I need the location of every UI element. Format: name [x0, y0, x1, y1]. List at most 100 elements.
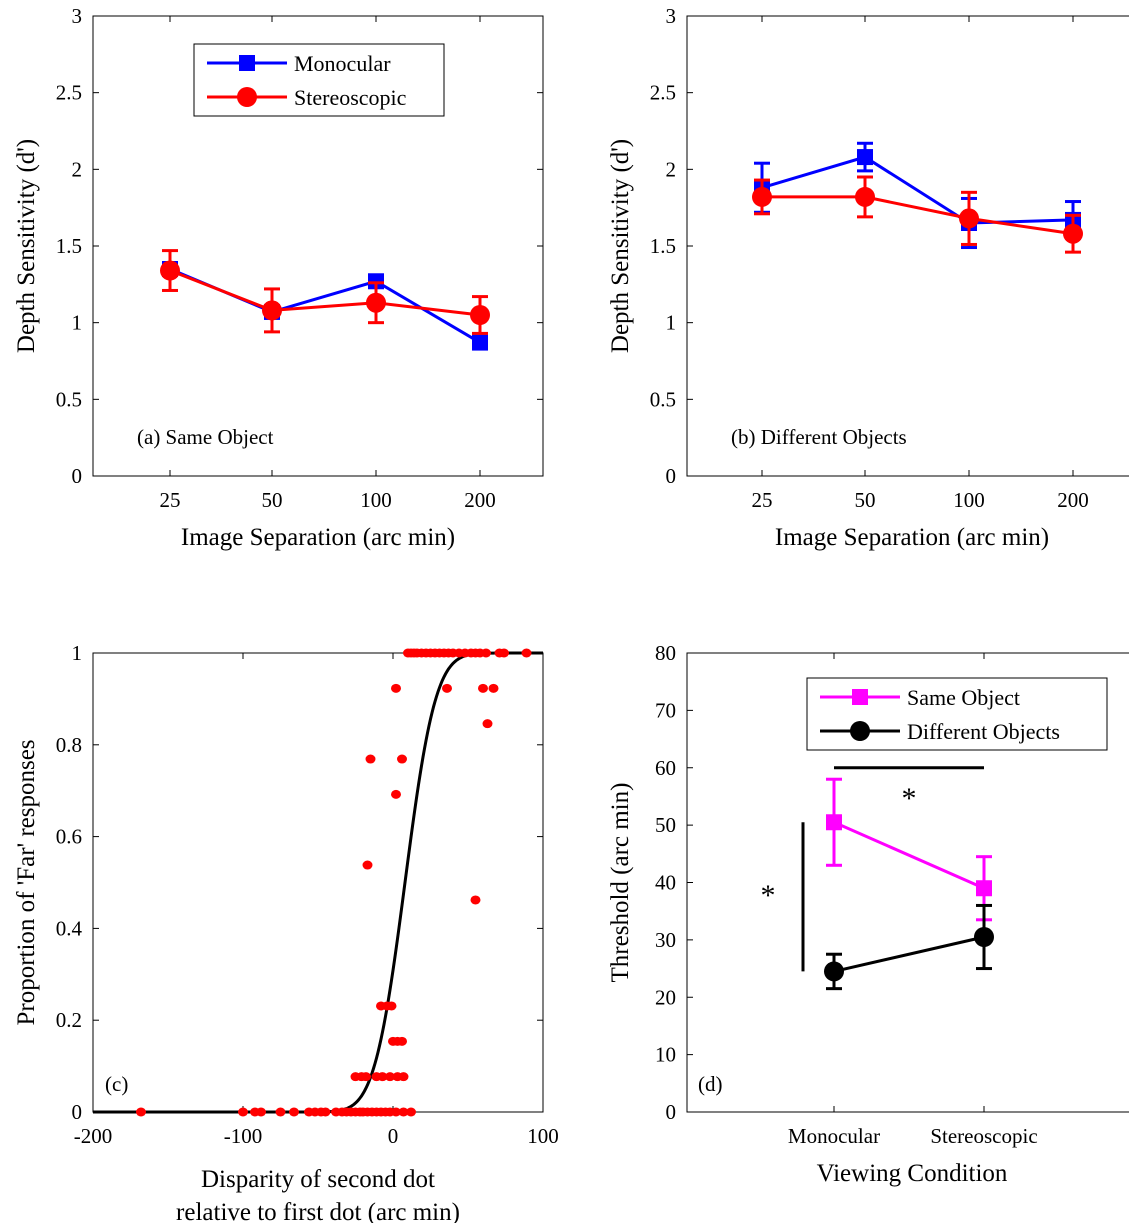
- panel-label: (b) Different Objects: [731, 425, 907, 449]
- data-point: [275, 1107, 286, 1117]
- y-tick-label: 2.5: [56, 81, 82, 105]
- chart-a: 0 0.5 1 1.5 2 2.5 3 25 50 100 200 Image Separation …: [13, 4, 544, 551]
- legend-box: [193, 43, 445, 117]
- data-point: [752, 186, 772, 207]
- significance-star: *: [902, 782, 917, 815]
- chart-c: 0 0.2 0.4 0.6 0.8 1 -200 -100 0 100 Disparity of s…: [13, 641, 559, 1223]
- data-point: [488, 683, 499, 693]
- x-tick-label: 25: [752, 488, 773, 512]
- series-monocular: [754, 141, 1081, 250]
- x-tick-label: Stereoscopic: [930, 1124, 1037, 1148]
- data-point: [362, 860, 373, 870]
- legend-marker: [852, 689, 868, 705]
- data-point: [365, 754, 376, 764]
- y-tick-label: 0.8: [56, 733, 82, 757]
- fit-curve: [93, 651, 543, 1114]
- x-axis-label: Image Separation (arc min): [775, 524, 1049, 551]
- x-tick-label: 25: [160, 488, 181, 512]
- legend-label: Different Objects: [907, 719, 1060, 744]
- data-point: [470, 895, 481, 905]
- panel-label: (c): [105, 1072, 128, 1096]
- y-axis-label: Threshold (arc min): [607, 783, 634, 983]
- series-different-objects: [824, 903, 994, 991]
- y-tick-label: 0: [666, 464, 677, 488]
- y-tick-label: 0: [72, 464, 83, 488]
- data-point: [472, 334, 488, 351]
- x-tick-label: 50: [855, 488, 876, 512]
- series-stereoscopic: [160, 249, 490, 335]
- data-point: [398, 1072, 409, 1082]
- data-point: [521, 648, 532, 658]
- data-point: [361, 1072, 371, 1082]
- panel-label: (d): [698, 1072, 723, 1096]
- x-tick-label: Monocular: [788, 1124, 880, 1148]
- x-tick-label: 100: [527, 1124, 559, 1148]
- legend-label: Monocular: [294, 51, 391, 76]
- data-point: [1063, 223, 1083, 244]
- y-tick-label: 1.5: [56, 234, 82, 258]
- data-points: [136, 648, 532, 1117]
- data-point: [397, 754, 407, 764]
- y-tick-label: 1: [72, 311, 83, 335]
- data-point: [397, 1036, 407, 1046]
- significance-star: *: [761, 879, 776, 912]
- data-point: [442, 683, 452, 693]
- legend-label: Same Object: [907, 685, 1020, 710]
- series-line: [761, 155, 1074, 225]
- data-point: [391, 789, 401, 799]
- chart-b: 0 0.5 1 1.5 2 2.5 3 25 50 100 200 Image Separation …: [607, 4, 1129, 551]
- x-axis-label: relative to first dot (arc min): [176, 1199, 460, 1223]
- y-tick-label: 2: [72, 157, 83, 181]
- data-point: [499, 648, 509, 658]
- series-line: [833, 820, 985, 890]
- y-tick-label: 3: [72, 4, 83, 28]
- x-axis-label: Disparity of second dot: [201, 1166, 435, 1193]
- x-axis-label: Viewing Condition: [817, 1160, 1008, 1187]
- x-tick-label: 100: [953, 488, 985, 512]
- y-tick-label: 0.6: [56, 825, 82, 849]
- series-stereoscopic: [752, 175, 1083, 254]
- y-tick-label: 0.5: [650, 387, 676, 411]
- data-point: [391, 683, 401, 693]
- data-point: [398, 1107, 409, 1117]
- x-tick-label: 200: [1057, 488, 1089, 512]
- y-tick-label: 0: [666, 1100, 677, 1124]
- y-tick-label: 2: [666, 157, 677, 181]
- legend-label: Stereoscopic: [294, 85, 407, 110]
- series-line: [169, 269, 481, 317]
- y-tick-label: 1: [666, 311, 677, 335]
- data-point: [824, 961, 844, 982]
- y-axis-label: Proportion of 'Far' responses: [13, 739, 40, 1025]
- data-point: [368, 273, 384, 290]
- data-point: [857, 149, 873, 166]
- x-axis-label: Image Separation (arc min): [181, 524, 455, 551]
- data-point: [238, 1107, 248, 1117]
- y-axis-label: Depth Sensitivity (d'): [13, 139, 40, 353]
- data-point: [974, 927, 994, 948]
- x-tick-label: -200: [74, 1124, 113, 1148]
- legend-marker: [239, 55, 255, 71]
- chart-d: 0 10 20 30 40 50 60 70 80 Monocular Stereoscopic Vi…: [607, 641, 1129, 1187]
- data-point: [406, 1107, 416, 1117]
- data-point: [478, 683, 488, 693]
- data-point: [959, 208, 979, 229]
- y-tick-label: 0.4: [56, 916, 83, 940]
- x-tick-label: -100: [224, 1124, 263, 1148]
- legend-marker: [237, 87, 257, 107]
- legend-marker: [850, 721, 870, 741]
- x-tick-label: 0: [388, 1124, 399, 1148]
- data-point: [481, 648, 491, 658]
- data-point: [386, 1001, 397, 1011]
- y-tick-label: 50: [655, 813, 676, 837]
- legend: Same Object Different Objects: [806, 677, 1108, 751]
- y-tick-label: 0: [72, 1100, 83, 1124]
- data-point: [320, 1107, 331, 1117]
- data-point: [482, 719, 493, 729]
- data-point: [136, 1107, 146, 1117]
- y-tick-label: 40: [655, 871, 676, 895]
- y-tick-label: 20: [655, 985, 676, 1009]
- series-line: [762, 195, 1074, 236]
- y-tick-label: 1.5: [650, 234, 676, 258]
- y-tick-label: 0.5: [56, 387, 82, 411]
